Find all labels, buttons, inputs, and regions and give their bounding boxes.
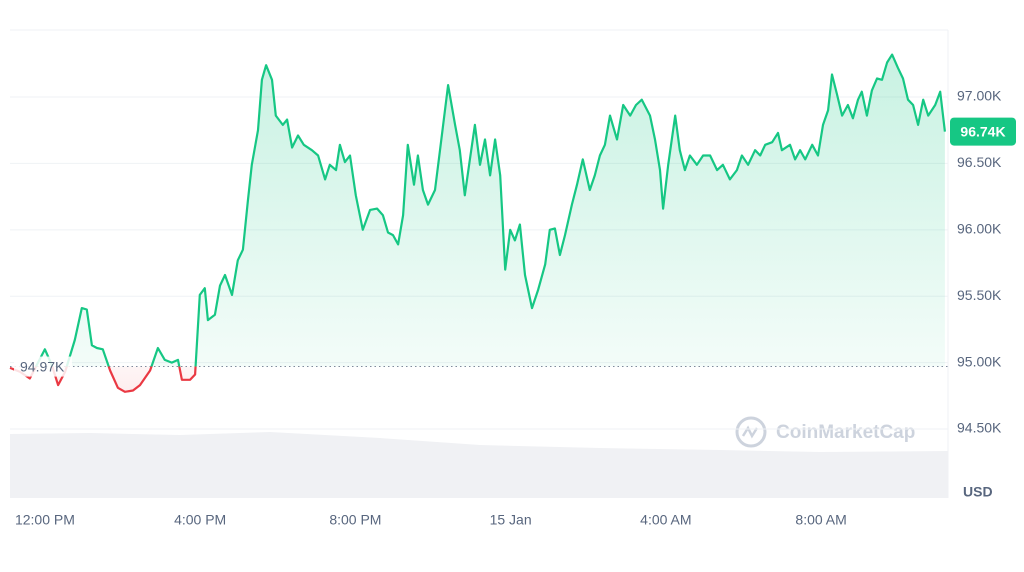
area-fill <box>10 54 945 392</box>
x-tick-label: 8:00 AM <box>795 512 846 528</box>
y-tick-label: 95.50K <box>957 287 1002 303</box>
y-tick-label: 95.00K <box>957 353 1002 369</box>
x-tick-label: 12:00 PM <box>15 512 75 528</box>
watermark: CoinMarketCap <box>735 416 915 448</box>
unit-label: USD <box>963 484 993 500</box>
last-price-tag <box>950 117 1016 146</box>
watermark-text: CoinMarketCap <box>776 422 915 443</box>
x-tick-label: 15 Jan <box>490 512 532 528</box>
y-tick-label: 97.00K <box>957 88 1002 104</box>
baseline-label-bg <box>14 356 72 377</box>
x-tick-label: 8:00 PM <box>329 512 381 528</box>
x-tick-label: 4:00 PM <box>174 512 226 528</box>
x-tick-label: 4:00 AM <box>640 512 691 528</box>
baseline-label: 94.97K <box>20 358 65 374</box>
price-line <box>9 53 946 393</box>
volume-area <box>10 432 948 498</box>
y-tick-label: 96.50K <box>957 154 1002 170</box>
y-tick-label: 94.50K <box>957 420 1002 436</box>
last-price-label: 96.74K <box>960 123 1005 139</box>
y-tick-label: 96.00K <box>957 221 1002 237</box>
